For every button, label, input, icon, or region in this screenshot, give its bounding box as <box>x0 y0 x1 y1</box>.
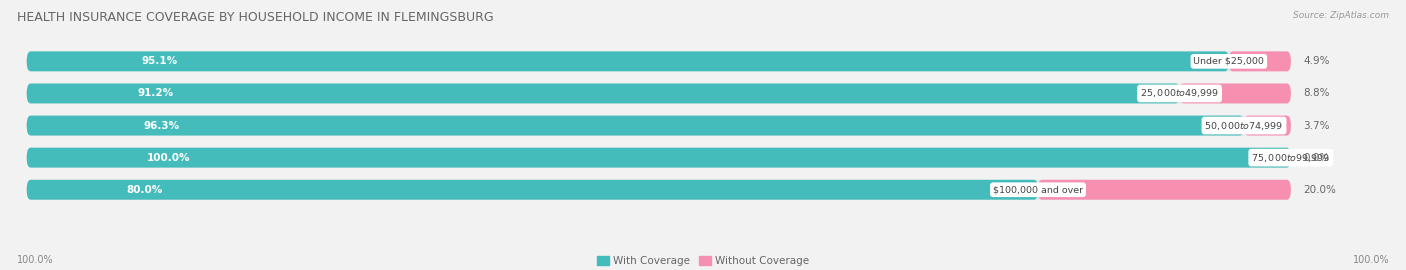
FancyBboxPatch shape <box>27 148 1291 168</box>
Text: 100.0%: 100.0% <box>17 255 53 265</box>
FancyBboxPatch shape <box>27 83 1291 103</box>
Legend: With Coverage, Without Coverage: With Coverage, Without Coverage <box>592 252 814 270</box>
FancyBboxPatch shape <box>1038 180 1291 200</box>
Text: $75,000 to $99,999: $75,000 to $99,999 <box>1251 152 1330 164</box>
Text: 80.0%: 80.0% <box>127 185 163 195</box>
FancyBboxPatch shape <box>27 51 1229 71</box>
Text: 96.3%: 96.3% <box>143 120 179 131</box>
FancyBboxPatch shape <box>27 116 1244 136</box>
FancyBboxPatch shape <box>27 51 1291 71</box>
FancyBboxPatch shape <box>1229 51 1291 71</box>
Text: Under $25,000: Under $25,000 <box>1194 57 1264 66</box>
FancyBboxPatch shape <box>27 148 1291 168</box>
FancyBboxPatch shape <box>1180 83 1291 103</box>
FancyBboxPatch shape <box>27 180 1038 200</box>
Text: 91.2%: 91.2% <box>138 89 174 99</box>
FancyBboxPatch shape <box>27 180 1291 200</box>
Text: $50,000 to $74,999: $50,000 to $74,999 <box>1205 120 1284 131</box>
Text: 100.0%: 100.0% <box>146 153 190 163</box>
Text: 4.9%: 4.9% <box>1303 56 1330 66</box>
Text: Source: ZipAtlas.com: Source: ZipAtlas.com <box>1294 11 1389 20</box>
Text: 3.7%: 3.7% <box>1303 120 1330 131</box>
FancyBboxPatch shape <box>27 83 1180 103</box>
Text: $25,000 to $49,999: $25,000 to $49,999 <box>1140 87 1219 99</box>
FancyBboxPatch shape <box>1244 116 1291 136</box>
Text: HEALTH INSURANCE COVERAGE BY HOUSEHOLD INCOME IN FLEMINGSBURG: HEALTH INSURANCE COVERAGE BY HOUSEHOLD I… <box>17 11 494 24</box>
FancyBboxPatch shape <box>27 116 1291 136</box>
Text: 0.0%: 0.0% <box>1303 153 1330 163</box>
Text: 20.0%: 20.0% <box>1303 185 1336 195</box>
Text: $100,000 and over: $100,000 and over <box>993 185 1083 194</box>
Text: 95.1%: 95.1% <box>142 56 179 66</box>
Text: 100.0%: 100.0% <box>1353 255 1389 265</box>
Text: 8.8%: 8.8% <box>1303 89 1330 99</box>
